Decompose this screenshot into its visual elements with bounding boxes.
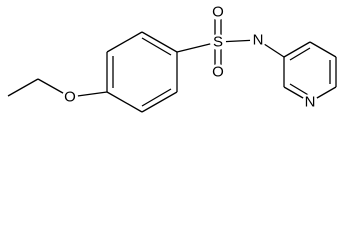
bond: [283, 41, 311, 58]
structure: O S O O N N: [7, 4, 337, 113]
label-mask: [250, 32, 266, 48]
page: O S O O N N (() => { const data = JSON.p…: [7, 3, 337, 113]
bond: [7, 78, 39, 97]
label-mask: [210, 4, 226, 20]
atom-label: O: [64, 89, 76, 106]
label-mask: [302, 94, 318, 110]
bond: [141, 88, 172, 107]
bonds: [7, 12, 337, 113]
bond: [106, 91, 143, 113]
atom-labels: O S O O N N: [62, 4, 318, 111]
bond: [141, 31, 178, 53]
atom-label: N: [305, 94, 316, 111]
label-mask: [62, 89, 78, 105]
bond: [141, 91, 178, 113]
atom-label: O: [212, 4, 224, 21]
label-mask: [210, 34, 226, 50]
label-mask: [210, 64, 226, 80]
bond: [309, 41, 337, 58]
bond: [289, 47, 311, 61]
bond: [141, 37, 172, 56]
atom-label: N: [253, 32, 264, 49]
bond: [289, 83, 311, 97]
atom-label: O: [212, 64, 224, 81]
bond: [106, 31, 143, 53]
atom-label: S: [213, 34, 223, 51]
